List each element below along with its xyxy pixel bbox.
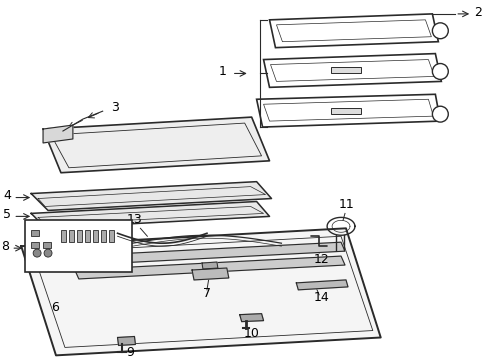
Text: 11: 11 <box>338 198 354 211</box>
Polygon shape <box>192 268 228 280</box>
Bar <box>43 242 51 248</box>
Text: 13: 13 <box>126 213 142 226</box>
Bar <box>61 230 66 242</box>
Bar <box>69 230 74 242</box>
Circle shape <box>33 249 41 257</box>
Polygon shape <box>256 94 439 127</box>
Polygon shape <box>43 125 73 143</box>
Text: 8: 8 <box>1 240 9 253</box>
Circle shape <box>44 249 52 257</box>
Text: 5: 5 <box>3 208 11 221</box>
Polygon shape <box>270 59 433 81</box>
Polygon shape <box>21 228 380 355</box>
Polygon shape <box>263 99 432 121</box>
Polygon shape <box>117 337 135 346</box>
Ellipse shape <box>431 106 447 122</box>
Text: 9: 9 <box>126 346 134 359</box>
Polygon shape <box>43 117 269 173</box>
Text: 6: 6 <box>51 301 59 314</box>
Polygon shape <box>269 14 437 48</box>
Bar <box>25 220 132 272</box>
Polygon shape <box>75 242 345 265</box>
Bar <box>93 230 98 242</box>
Text: 14: 14 <box>313 291 328 304</box>
Polygon shape <box>296 280 347 290</box>
Text: 10: 10 <box>243 327 259 340</box>
Polygon shape <box>330 108 360 114</box>
Text: 2: 2 <box>473 6 481 19</box>
Text: 1: 1 <box>219 65 226 78</box>
Text: 3: 3 <box>110 101 118 114</box>
Bar <box>101 230 105 242</box>
Bar <box>108 230 113 242</box>
Bar <box>31 230 39 236</box>
Polygon shape <box>276 20 430 42</box>
Polygon shape <box>31 202 269 228</box>
Text: 4: 4 <box>3 189 11 202</box>
Text: 12: 12 <box>313 253 328 266</box>
Text: 7: 7 <box>203 287 210 300</box>
Polygon shape <box>239 314 263 321</box>
Ellipse shape <box>431 23 447 39</box>
Polygon shape <box>75 256 345 279</box>
Ellipse shape <box>431 63 447 80</box>
Polygon shape <box>263 54 441 87</box>
Bar <box>77 230 81 242</box>
Bar <box>84 230 90 242</box>
Polygon shape <box>202 262 218 269</box>
Polygon shape <box>31 182 271 211</box>
Bar <box>31 242 39 248</box>
Polygon shape <box>330 67 360 73</box>
